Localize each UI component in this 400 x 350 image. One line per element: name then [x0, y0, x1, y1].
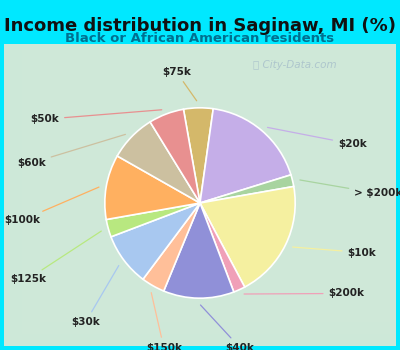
Bar	[4, 44, 396, 346]
Text: > $200k: > $200k	[300, 180, 400, 198]
Wedge shape	[106, 203, 200, 237]
Wedge shape	[150, 109, 200, 203]
Bar	[346, 44, 396, 118]
Text: $40k: $40k	[200, 305, 254, 350]
Text: $50k: $50k	[30, 110, 162, 124]
Bar	[94, 44, 396, 286]
Wedge shape	[117, 122, 200, 203]
Bar	[76, 44, 396, 298]
Text: Black or African American residents: Black or African American residents	[66, 32, 334, 45]
Bar	[202, 44, 396, 214]
Wedge shape	[200, 203, 245, 292]
Text: $100k: $100k	[4, 187, 99, 225]
Bar	[328, 44, 396, 130]
Bar	[256, 44, 396, 178]
Bar	[292, 44, 396, 154]
Wedge shape	[200, 175, 294, 203]
Bar	[166, 44, 396, 238]
Bar	[4, 44, 396, 346]
Wedge shape	[200, 109, 291, 203]
Text: Income distribution in Saginaw, MI (%): Income distribution in Saginaw, MI (%)	[4, 17, 396, 35]
Bar	[58, 44, 396, 310]
Bar	[220, 44, 396, 202]
Bar	[238, 44, 396, 190]
Bar	[22, 44, 396, 334]
Text: $60k: $60k	[17, 134, 126, 168]
Wedge shape	[200, 187, 295, 287]
Text: $10k: $10k	[293, 247, 376, 258]
Text: Ⓜ City-Data.com: Ⓜ City-Data.com	[253, 60, 337, 70]
Text: $30k: $30k	[71, 266, 119, 327]
Text: $125k: $125k	[10, 231, 101, 284]
Bar	[310, 44, 396, 142]
Bar	[130, 44, 396, 262]
Bar	[112, 44, 396, 274]
Text: $75k: $75k	[162, 66, 197, 101]
Wedge shape	[184, 108, 213, 203]
Wedge shape	[164, 203, 234, 298]
Wedge shape	[143, 203, 200, 291]
Wedge shape	[111, 203, 200, 279]
Wedge shape	[105, 156, 200, 219]
Text: $20k: $20k	[268, 127, 367, 149]
Bar	[274, 44, 396, 166]
Bar	[184, 44, 396, 226]
Bar	[40, 44, 396, 322]
Bar	[148, 44, 396, 250]
Text: $200k: $200k	[244, 288, 364, 299]
Text: $150k: $150k	[146, 293, 182, 350]
